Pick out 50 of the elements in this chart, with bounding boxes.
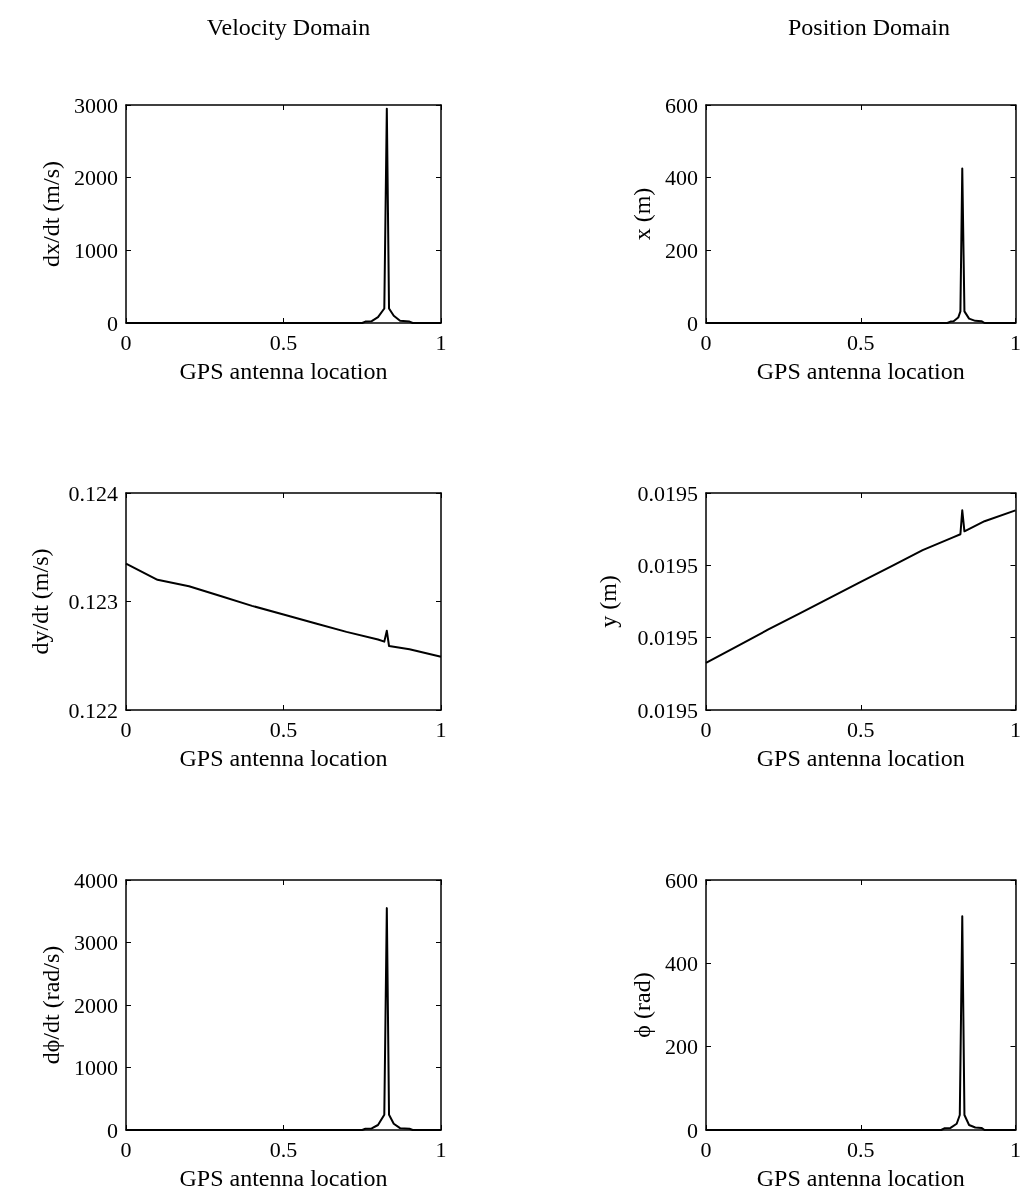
- y-axis-title: y (m): [595, 575, 621, 628]
- x-tick-label: 1: [435, 329, 447, 355]
- y-tick-label: 1000: [74, 1055, 118, 1080]
- x-axis-title: GPS antenna location: [179, 745, 388, 771]
- x-tick-label: 1: [1010, 716, 1021, 742]
- y-axis-title: dϕ/dt (rad/s): [38, 945, 65, 1065]
- x-axis-title: GPS antenna location: [756, 745, 965, 771]
- y-tick-label: 3000: [74, 930, 118, 955]
- y-tick-label: 600: [665, 92, 698, 118]
- y-tick-label: 600: [665, 867, 698, 893]
- x-axis-title: GPS antenna location: [756, 1165, 965, 1191]
- y-tick-label: 0.122: [68, 697, 118, 723]
- x-tick-label: 0.5: [269, 1136, 298, 1162]
- y-axis-title: dx/dt (m/s): [38, 161, 65, 267]
- y-tick-label: 0.0195: [637, 625, 698, 651]
- x-tick-label: 0.5: [847, 716, 875, 742]
- y-tick-label: 0: [107, 310, 118, 336]
- y-tick-label: 3000: [74, 92, 118, 118]
- x-tick-label: 1: [1010, 329, 1021, 355]
- x-tick-label: 0.5: [847, 1136, 875, 1162]
- y-tick-label: 2000: [74, 165, 118, 191]
- x-axis-title: GPS antenna location: [179, 358, 388, 384]
- x-tick-label: 0.5: [847, 329, 875, 355]
- y-tick-label: 200: [665, 237, 698, 263]
- y-tick-label: 0: [687, 310, 698, 336]
- y-axis-title: dy/dt (m/s): [27, 548, 53, 655]
- y-axis-title: x (m): [629, 187, 656, 241]
- y-tick-label: 0.0195: [637, 480, 698, 506]
- y-tick-label: 0.0195: [637, 552, 698, 578]
- x-axis-title: GPS antenna location: [756, 358, 965, 384]
- y-tick-label: 1000: [74, 237, 118, 263]
- y-tick-label: 4000: [74, 867, 118, 893]
- x-tick-label: 1: [1010, 1136, 1021, 1162]
- x-tick-label: 0.5: [269, 716, 298, 742]
- y-tick-label: 200: [665, 1034, 698, 1060]
- y-tick-label: 2000: [74, 992, 118, 1018]
- y-tick-label: 0.124: [68, 480, 118, 506]
- x-tick-label: 0.5: [269, 329, 298, 355]
- y-tick-label: 0: [687, 1117, 698, 1143]
- y-tick-label: 0.123: [68, 589, 118, 614]
- y-tick-label: 400: [665, 950, 698, 976]
- chart-title: Position Domain: [787, 14, 951, 40]
- y-axis-title: ϕ (rad): [629, 972, 656, 1038]
- x-axis-title: GPS antenna location: [179, 1165, 388, 1191]
- chart-title: Velocity Domain: [206, 14, 371, 40]
- y-tick-label: 0.0195: [637, 697, 698, 723]
- y-tick-label: 0: [107, 1117, 118, 1143]
- x-tick-label: 1: [435, 716, 447, 742]
- y-tick-label: 400: [665, 165, 698, 191]
- x-tick-label: 1: [435, 1136, 447, 1162]
